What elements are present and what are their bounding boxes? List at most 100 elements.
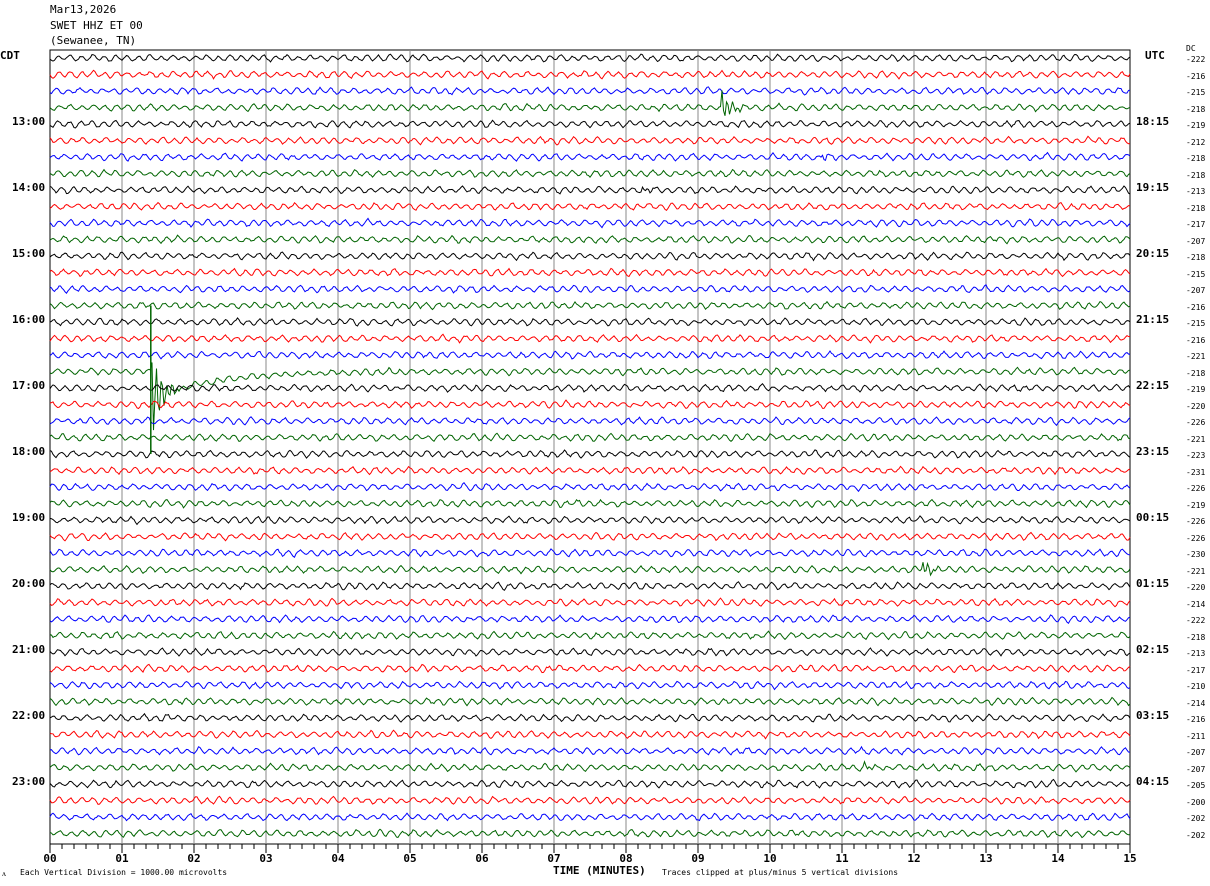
seismic-trace bbox=[49, 86, 1131, 96]
seismic-trace bbox=[49, 481, 1131, 493]
seismic-trace bbox=[49, 234, 1131, 245]
seismic-trace bbox=[49, 333, 1131, 344]
seismic-trace bbox=[49, 185, 1131, 195]
seismic-trace bbox=[49, 498, 1131, 509]
seismic-trace bbox=[49, 812, 1131, 822]
left-time-label: 16:00 bbox=[12, 313, 46, 326]
seismic-trace bbox=[49, 317, 1131, 327]
dc-offset-label: -220 bbox=[1186, 401, 1206, 411]
left-timezone: CDT bbox=[0, 49, 20, 62]
dc-offset-label: -215 bbox=[1186, 88, 1206, 97]
x-tick-label: 04 bbox=[331, 852, 345, 865]
seismic-trace bbox=[49, 90, 1131, 116]
dc-offset-label: -202 bbox=[1186, 830, 1206, 840]
date-label: Mar13,2026 bbox=[50, 3, 117, 16]
left-time-label: 23:00 bbox=[12, 775, 46, 788]
left-time-label: 20:00 bbox=[12, 577, 46, 590]
dc-offset-label: -223 bbox=[1186, 451, 1206, 460]
seismic-trace bbox=[49, 614, 1131, 624]
seismic-trace bbox=[49, 432, 1131, 443]
right-time-label: 01:15 bbox=[1136, 577, 1170, 590]
plot-frame bbox=[49, 49, 1131, 845]
x-axis-label: TIME (MINUTES) bbox=[553, 864, 646, 877]
seismic-trace bbox=[49, 531, 1131, 542]
corner-mark: ᴧ bbox=[2, 869, 6, 878]
dc-offset-label: -218 bbox=[1186, 154, 1206, 163]
seismic-trace bbox=[49, 69, 1131, 80]
left-time-label: 21:00 bbox=[12, 643, 46, 656]
dc-offset-label: -207 bbox=[1186, 286, 1206, 295]
right-time-label: 03:15 bbox=[1136, 709, 1170, 722]
seismic-trace bbox=[49, 217, 1131, 229]
dc-offset-label: -221 bbox=[1186, 434, 1206, 444]
dc-header: DC bbox=[1186, 44, 1196, 53]
dc-offset-label: -216 bbox=[1186, 302, 1206, 312]
x-tick-label: 00 bbox=[43, 852, 56, 865]
dc-offset-label: -217 bbox=[1186, 220, 1206, 229]
left-time-label: 17:00 bbox=[12, 379, 46, 392]
right-time-label: 21:15 bbox=[1136, 313, 1170, 326]
dc-offset-label: -216 bbox=[1186, 71, 1206, 81]
left-time-label: 19:00 bbox=[12, 511, 46, 524]
seismic-trace bbox=[49, 53, 1131, 63]
seismic-trace bbox=[49, 680, 1131, 691]
station-label: SWET HHZ ET 00 bbox=[50, 19, 143, 32]
x-tick-label: 06 bbox=[475, 852, 489, 865]
x-tick-label: 15 bbox=[1123, 852, 1136, 865]
x-tick-label: 10 bbox=[763, 852, 776, 865]
seismic-trace bbox=[49, 548, 1131, 558]
right-time-label: 00:15 bbox=[1136, 511, 1170, 524]
seismic-trace bbox=[49, 729, 1131, 740]
dc-offset-label: -226 bbox=[1186, 533, 1206, 543]
seismic-trace bbox=[49, 778, 1131, 789]
dc-offset-label: -205 bbox=[1186, 781, 1206, 790]
seismic-trace bbox=[49, 597, 1131, 608]
seismic-trace bbox=[49, 465, 1131, 476]
dc-offset-label: -213 bbox=[1186, 187, 1206, 196]
x-tick-label: 11 bbox=[835, 852, 849, 865]
x-tick-label: 14 bbox=[1051, 852, 1065, 865]
seismic-trace bbox=[49, 712, 1131, 723]
dc-offset-label: -202 bbox=[1186, 814, 1206, 823]
left-time-label: 22:00 bbox=[12, 709, 46, 722]
dc-offset-label: -207 bbox=[1186, 764, 1206, 774]
dc-offset-label: -212 bbox=[1186, 137, 1206, 147]
seismic-trace bbox=[49, 828, 1131, 839]
dc-offset-label: -214 bbox=[1186, 599, 1206, 609]
dc-offset-label: -222 bbox=[1186, 616, 1206, 625]
left-time-label: 13:00 bbox=[12, 115, 46, 128]
seismic-trace bbox=[49, 382, 1131, 393]
dc-offset-label: -216 bbox=[1186, 335, 1206, 345]
seismic-trace bbox=[49, 267, 1131, 278]
x-tick-label: 13 bbox=[979, 852, 992, 865]
x-tick-label: 03 bbox=[259, 852, 272, 865]
dc-offset-label: -226 bbox=[1186, 418, 1206, 427]
dc-offset-label: -200 bbox=[1186, 797, 1206, 807]
dc-offset-label: -220 bbox=[1186, 583, 1206, 592]
seismic-trace bbox=[49, 399, 1131, 410]
right-time-label: 18:15 bbox=[1136, 115, 1170, 128]
x-tick-label: 08 bbox=[619, 852, 632, 865]
seismic-trace bbox=[49, 135, 1131, 146]
dc-offset-label: -231 bbox=[1186, 467, 1206, 477]
right-time-label: 04:15 bbox=[1136, 775, 1170, 788]
left-time-label: 18:00 bbox=[12, 445, 46, 458]
seismic-trace bbox=[49, 416, 1131, 427]
dc-offset-label: -218 bbox=[1186, 170, 1206, 180]
dc-offset-label: -222 bbox=[1186, 55, 1206, 64]
dc-offset-label: -219 bbox=[1186, 121, 1206, 130]
right-time-label: 20:15 bbox=[1136, 247, 1170, 260]
seismic-trace bbox=[49, 663, 1131, 674]
left-time-label: 15:00 bbox=[12, 247, 46, 260]
dc-offset-label: -221 bbox=[1186, 566, 1206, 576]
dc-offset-label: -218 bbox=[1186, 368, 1206, 378]
dc-offset-label: -215 bbox=[1186, 269, 1206, 279]
seismic-trace bbox=[49, 745, 1131, 756]
dc-offset-label: -219 bbox=[1186, 385, 1206, 394]
seismic-trace bbox=[49, 300, 1131, 311]
dc-offset-label: -226 bbox=[1186, 517, 1206, 526]
seismic-trace bbox=[49, 449, 1131, 459]
dc-offset-label: -216 bbox=[1186, 715, 1206, 724]
dc-offset-label: -218 bbox=[1186, 203, 1206, 213]
seismic-trace bbox=[49, 630, 1131, 641]
